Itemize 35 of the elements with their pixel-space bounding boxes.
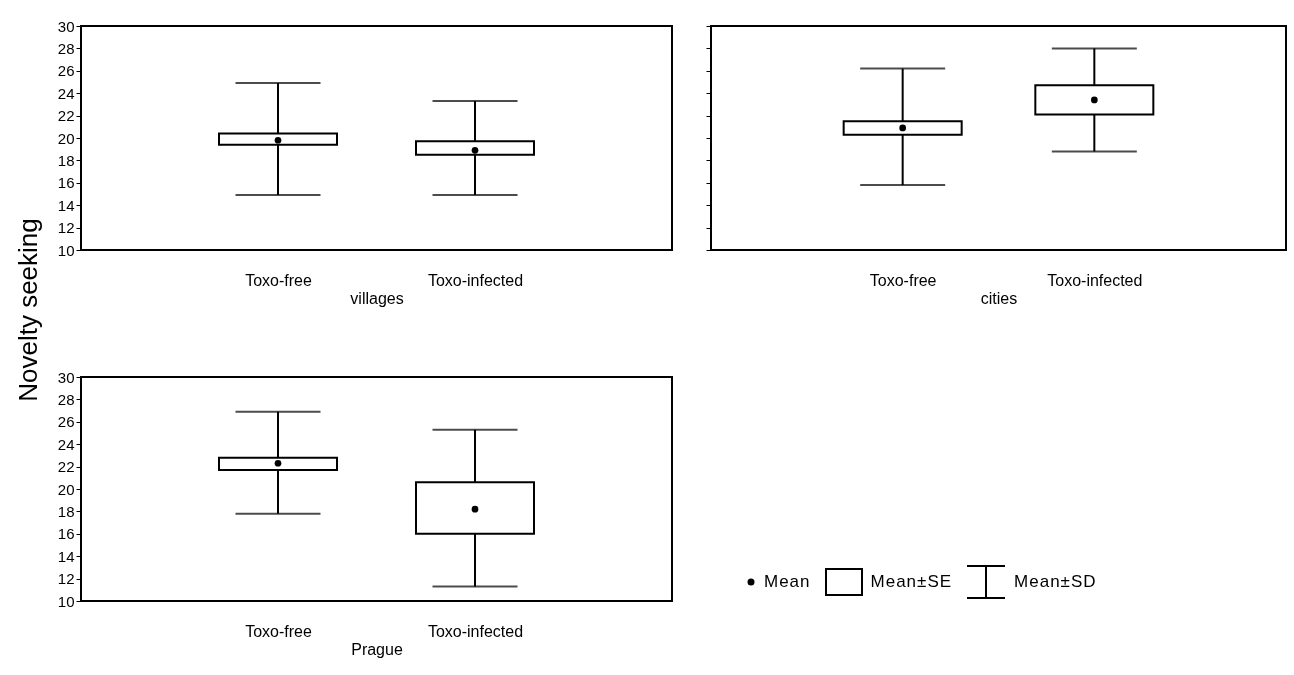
y-tick-label: 28 xyxy=(57,390,75,408)
y-tick-label: 20 xyxy=(57,129,75,147)
x-axis-title: Prague xyxy=(351,640,403,658)
y-tick-label: 16 xyxy=(57,525,75,543)
y-tick-label: 28 xyxy=(57,39,75,57)
y-tick-label: 20 xyxy=(57,480,75,498)
x-tick-label: Toxo-free xyxy=(245,271,312,289)
text: Mean xyxy=(764,572,811,592)
y-tick-label: 12 xyxy=(57,219,75,237)
y-tick-label: 22 xyxy=(57,458,75,476)
y-tick-label: 30 xyxy=(57,368,75,386)
y-tick-label: 10 xyxy=(57,592,75,610)
y-tick-label: 10 xyxy=(57,241,75,259)
y-tick-label: 24 xyxy=(57,84,75,102)
y-tick-label: 16 xyxy=(57,174,75,192)
y-tick-label: 26 xyxy=(57,413,75,431)
y-tick-label: 14 xyxy=(57,196,75,214)
x-tick-label: Toxo-infected xyxy=(427,271,524,289)
y-tick-label: 18 xyxy=(57,502,75,520)
y-tick-label: 30 xyxy=(57,17,75,35)
x-tick-label: Toxo-free xyxy=(245,622,312,640)
y-tick-label: 22 xyxy=(57,107,75,125)
y-tick-label: 14 xyxy=(57,547,75,565)
text: Mean±SE xyxy=(870,572,953,592)
x-tick-label: Toxo-infected xyxy=(1047,271,1143,289)
text: Mean±SD xyxy=(1014,572,1097,592)
y-tick-label: 18 xyxy=(57,151,75,169)
y-tick-label: 24 xyxy=(57,435,75,453)
y-axis-title: Novelty seeking xyxy=(12,218,44,402)
x-tick-label: Toxo-infected xyxy=(427,622,524,640)
x-axis-title: cities xyxy=(980,289,1018,307)
x-tick-label: Toxo-free xyxy=(869,271,937,289)
y-tick-label: 12 xyxy=(57,570,75,588)
y-tick-label: 26 xyxy=(57,62,75,80)
x-axis-title: villages xyxy=(350,289,404,307)
